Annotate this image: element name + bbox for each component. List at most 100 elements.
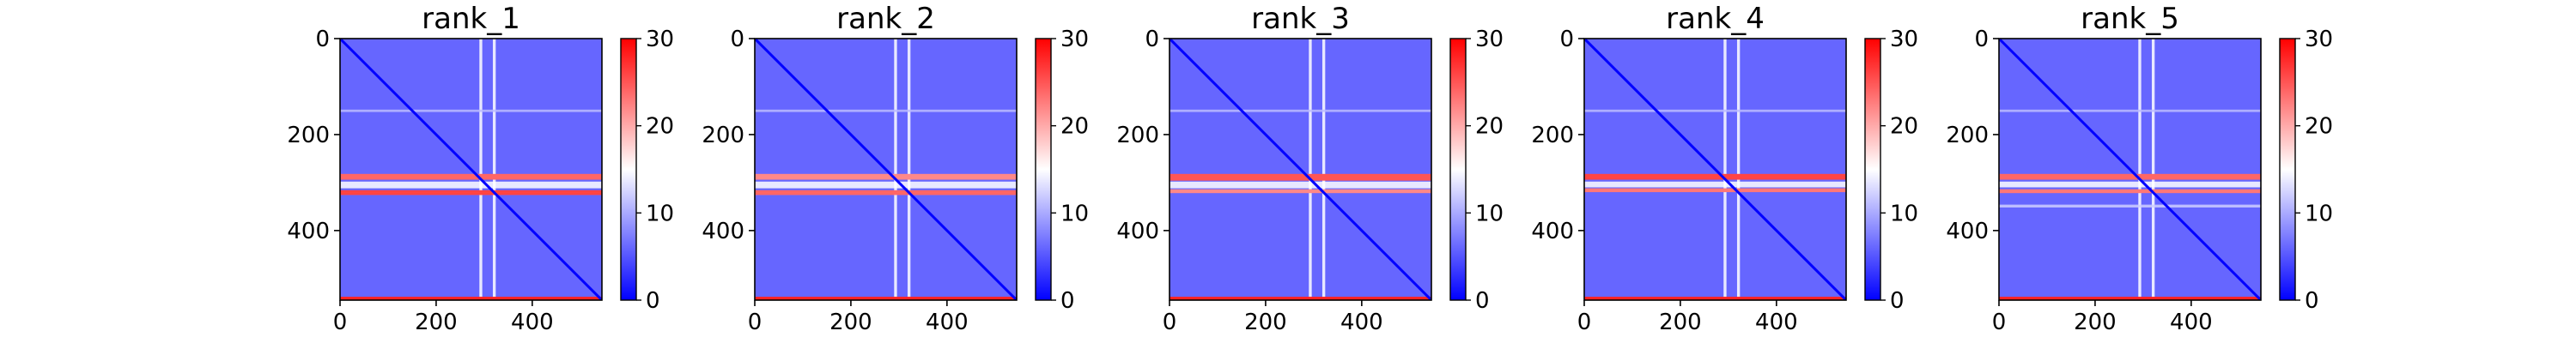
axes-frame [1169, 38, 1432, 301]
x-tick-label: 200 [415, 310, 458, 335]
heatmap-light-column [907, 39, 911, 300]
colorbar-gradient [1449, 38, 1467, 301]
heatmap-cells [340, 39, 602, 300]
heatmap-high-band [340, 190, 602, 196]
y-tick-label: 200 [1531, 123, 1574, 148]
x-tick-label: 200 [829, 310, 872, 335]
colorbar-gradient [2279, 38, 2296, 301]
colorbar-tick-label: 10 [1890, 201, 1918, 226]
colorbar-gradient [620, 38, 637, 301]
heatmap-light-band [1170, 109, 1431, 112]
panel-title: rank_4 [1666, 2, 1765, 36]
heatmap-diagonal [1170, 39, 1431, 300]
heatmap-light-column [1736, 39, 1741, 300]
x-tick-label: 200 [1659, 310, 1702, 335]
heatmap-light-column [492, 39, 496, 300]
x-tick-label: 0 [1992, 310, 2007, 335]
colorbar-tick-label: 20 [2305, 114, 2333, 140]
heatmap-bottom-edge [340, 297, 602, 300]
heatmap-light-column [2138, 39, 2142, 300]
colorbar-tick-label: 30 [1060, 27, 1089, 52]
colorbar: 0 10 20 30 [2279, 27, 2333, 314]
x-tick-label: 0 [333, 310, 348, 335]
panel-title: rank_2 [836, 2, 935, 36]
heatmap-high-band [1999, 173, 2261, 180]
panel-title: rank_1 [422, 2, 520, 36]
colorbar-tick-label: 20 [1890, 114, 1918, 140]
heatmap-light-band [1999, 204, 2261, 208]
x-tick-label: 400 [511, 310, 554, 335]
heatmap-light-band [1584, 109, 1846, 112]
axes-frame [1583, 38, 1847, 301]
y-tick-label: 400 [1116, 219, 1159, 244]
heatmap-high-band [1584, 188, 1846, 193]
y-tick-label: 0 [1145, 27, 1159, 52]
heatmap-panel-2: rank_2 0 200 400 0 200 400 0 10 20 30 [702, 2, 1089, 335]
y-tick-label: 0 [730, 27, 744, 52]
heatmap-high-band [1170, 173, 1431, 181]
panel-title: rank_5 [2081, 2, 2179, 36]
heatmap-panel-3: rank_3 0 200 400 0 200 400 0 10 20 30 [1116, 2, 1504, 335]
colorbar-tick-label: 0 [2305, 288, 2319, 314]
heatmap-bottom-edge [1999, 297, 2261, 300]
y-tick-label: 200 [1946, 123, 1989, 148]
colorbar: 0 10 20 30 [1449, 27, 1504, 314]
colorbar-tick-label: 30 [1890, 27, 1918, 52]
colorbar-tick-label: 0 [1890, 288, 1905, 314]
heatmap-light-band [755, 109, 1017, 112]
x-tick-label: 400 [1755, 310, 1798, 335]
heatmap-light-column [2151, 39, 2155, 300]
colorbar: 0 10 20 30 [1035, 27, 1089, 314]
y-tick-label: 400 [702, 219, 744, 244]
x-tick-label: 0 [1577, 310, 1592, 335]
axes-frame [1998, 38, 2262, 301]
colorbar-tick-label: 30 [646, 27, 674, 52]
heatmap-light-band [1170, 181, 1431, 189]
heatmap-cells [1584, 39, 1846, 300]
colorbar-gradient [1035, 38, 1052, 301]
heatmap-light-column [1309, 39, 1312, 300]
heatmap-diagonal [1999, 39, 2261, 300]
y-tick-label: 0 [1559, 27, 1574, 52]
colorbar-gradient [1864, 38, 1881, 301]
axes-frame [339, 38, 603, 301]
heatmap-bottom-edge [755, 297, 1017, 300]
heatmap-cells [1999, 39, 2261, 300]
heatmap-light-band [1584, 181, 1846, 188]
heatmap-diagonal [755, 39, 1017, 300]
heatmap-light-band [340, 109, 602, 112]
y-tick-label: 400 [1531, 219, 1574, 244]
heatmap-panel-1: rank_1 0 200 400 0 200 400 0 10 20 30 [287, 2, 674, 335]
heatmap-cells [1170, 39, 1431, 300]
colorbar-tick-label: 20 [1060, 114, 1089, 140]
heatmap-high-band [1999, 189, 2261, 194]
y-tick-label: 200 [1116, 123, 1159, 148]
x-tick-label: 0 [1163, 310, 1177, 335]
heatmap-light-band [1999, 181, 2261, 188]
heatmap-high-band [755, 173, 1017, 180]
heatmap-cells [755, 39, 1017, 300]
heatmap-diagonal [340, 39, 602, 300]
heatmap-high-band [1584, 173, 1846, 180]
heatmap-light-band [755, 181, 1017, 189]
heatmap-light-column [894, 39, 897, 300]
panel-title: rank_3 [1251, 2, 1350, 36]
colorbar-tick-label: 0 [646, 288, 660, 314]
colorbar-tick-label: 20 [1475, 114, 1504, 140]
heatmap-panel-4: rank_4 0 200 400 0 200 400 0 10 20 30 [1531, 2, 1918, 335]
y-tick-label: 0 [315, 27, 330, 52]
heatmap-high-band [1170, 189, 1431, 194]
y-tick-label: 200 [287, 123, 330, 148]
y-tick-label: 400 [1946, 219, 1989, 244]
colorbar-tick-label: 10 [646, 201, 674, 226]
heatmap-bottom-edge [1170, 297, 1431, 300]
x-tick-label: 400 [926, 310, 969, 335]
heatmap-light-column [1321, 39, 1326, 300]
y-tick-label: 400 [287, 219, 330, 244]
x-tick-label: 400 [2170, 310, 2213, 335]
y-tick-label: 0 [1974, 27, 1989, 52]
x-tick-label: 200 [2074, 310, 2117, 335]
heatmap-bottom-edge [1584, 297, 1846, 300]
colorbar: 0 10 20 30 [1864, 27, 1918, 314]
